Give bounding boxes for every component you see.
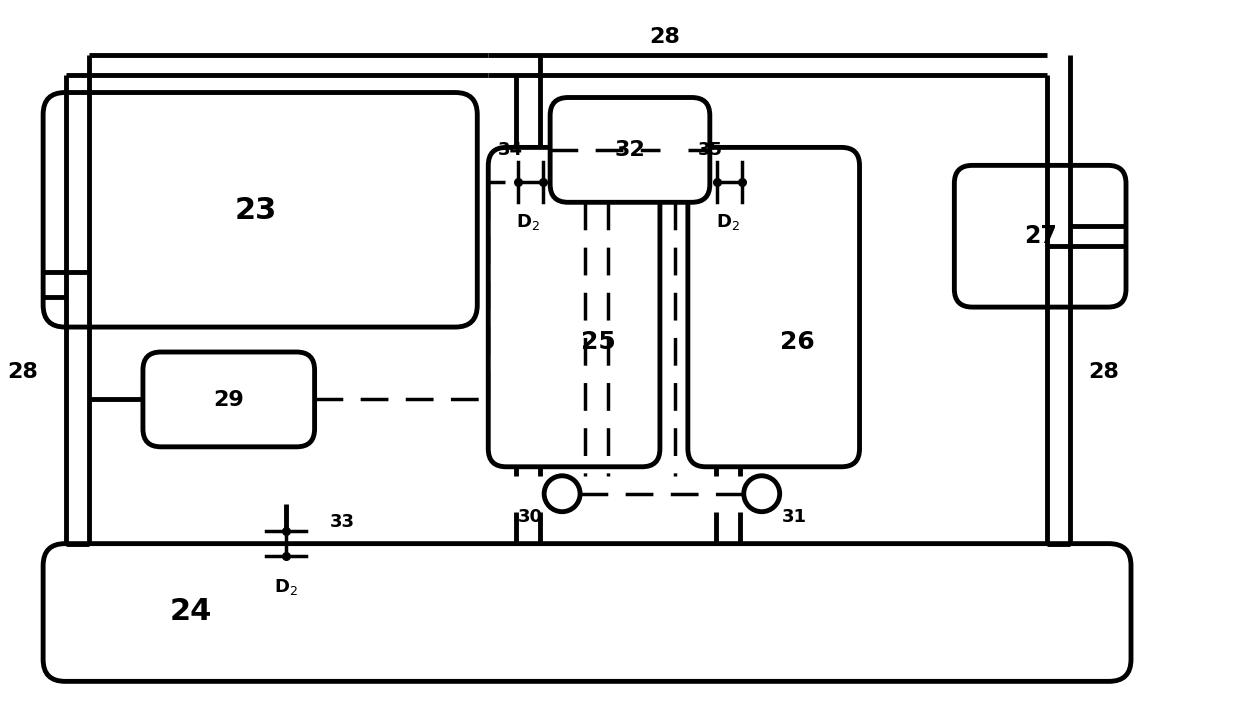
Text: 35: 35 [697, 142, 723, 159]
Text: D$_2$: D$_2$ [516, 212, 541, 232]
FancyBboxPatch shape [489, 147, 660, 467]
FancyBboxPatch shape [955, 165, 1126, 307]
Text: 26: 26 [780, 330, 815, 354]
Text: 33: 33 [330, 513, 355, 530]
FancyBboxPatch shape [688, 147, 859, 467]
FancyBboxPatch shape [143, 352, 315, 447]
Text: 28: 28 [650, 26, 681, 46]
Text: 32: 32 [615, 140, 645, 160]
FancyBboxPatch shape [551, 98, 709, 202]
Text: 25: 25 [580, 330, 615, 354]
Text: D$_2$: D$_2$ [715, 212, 740, 232]
Text: 28: 28 [1089, 362, 1120, 382]
Text: 30: 30 [517, 508, 543, 525]
FancyBboxPatch shape [43, 544, 1131, 681]
Text: D$_2$: D$_2$ [274, 577, 298, 597]
Text: 29: 29 [213, 390, 244, 410]
Text: 24: 24 [170, 597, 212, 626]
Text: 34: 34 [497, 142, 523, 159]
Text: 23: 23 [234, 196, 277, 225]
FancyBboxPatch shape [43, 93, 477, 327]
Text: 31: 31 [782, 508, 807, 525]
Text: 27: 27 [1024, 224, 1056, 248]
Text: 28: 28 [7, 362, 38, 382]
